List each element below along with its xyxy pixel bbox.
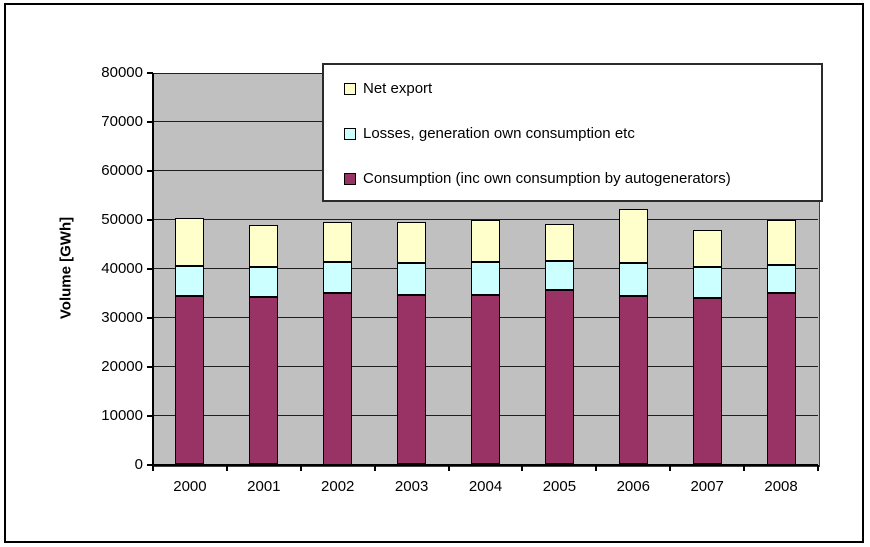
bar-segment-2006 <box>618 295 648 465</box>
bar-segment-2005 <box>544 289 574 465</box>
gridline <box>153 219 818 221</box>
x-axis-tick <box>521 464 524 471</box>
legend: Net export Losses, generation own consump… <box>322 63 823 202</box>
y-tick-label: 20000 <box>101 357 143 375</box>
x-tick-label: 2004 <box>468 477 503 495</box>
y-axis-tick <box>147 120 153 123</box>
y-axis-tick <box>147 218 153 221</box>
bar-segment-2002 <box>323 261 353 294</box>
y-tick-label: 0 <box>134 455 143 473</box>
x-axis-tick <box>152 464 154 471</box>
x-tick-label: 2008 <box>764 477 798 495</box>
legend-label: Losses, generation own consumption etc <box>363 125 635 142</box>
y-axis-tick <box>147 414 153 417</box>
x-tick-label: 2002 <box>321 477 355 495</box>
bar-segment-2000 <box>175 266 205 296</box>
y-tick-label: 10000 <box>101 406 143 424</box>
x-tick-label: 2000 <box>173 477 207 495</box>
outer-border <box>4 3 864 543</box>
legend-item: Consumption (inc own consumption by auto… <box>344 170 821 188</box>
bar-segment-2002 <box>323 293 353 465</box>
bar-segment-2005 <box>544 224 574 261</box>
x-tick-label: 2006 <box>616 477 650 495</box>
bar-segment-2007 <box>692 266 722 298</box>
x-axis-tick <box>743 464 746 471</box>
bar-segment-2003 <box>397 262 427 295</box>
y-axis-title: Volume [GWh] <box>57 216 75 320</box>
bar-segment-2006 <box>618 208 648 264</box>
x-tick-label: 2005 <box>542 477 577 495</box>
x-axis-tick <box>447 464 450 471</box>
bar-segment-2008 <box>766 265 796 294</box>
bar-segment-2003 <box>397 294 427 465</box>
bar-segment-2000 <box>175 218 205 267</box>
bar-segment-2002 <box>323 222 353 262</box>
x-axis-tick <box>299 464 302 471</box>
bar-segment-2007 <box>692 229 722 267</box>
y-tick-label: 80000 <box>101 64 143 81</box>
x-axis-tick <box>817 464 819 471</box>
x-axis-tick <box>373 464 376 471</box>
y-tick-label: 60000 <box>101 161 143 179</box>
x-tick-label: 2003 <box>394 477 429 495</box>
y-axis-tick <box>147 169 153 172</box>
legend-label: Consumption (inc own consumption by auto… <box>363 170 731 187</box>
y-axis-line <box>152 73 154 467</box>
bar-segment-2001 <box>249 224 279 267</box>
bar-segment-2001 <box>249 266 279 297</box>
y-tick-label: 30000 <box>101 308 143 326</box>
y-tick-label: 40000 <box>101 259 143 277</box>
bar-segment-2008 <box>766 220 796 266</box>
x-axis-tick <box>669 464 672 471</box>
bar-segment-2004 <box>471 220 500 263</box>
legend-swatch-icon <box>344 173 356 185</box>
legend-label: Net export <box>363 80 433 97</box>
legend-swatch-icon <box>344 128 356 140</box>
x-axis-tick <box>595 464 598 471</box>
y-axis-tick <box>147 316 153 319</box>
bar-segment-2004 <box>471 262 500 296</box>
bar-segment-2001 <box>249 296 279 465</box>
bar-segment-2003 <box>397 222 427 263</box>
y-axis-tick <box>147 267 153 270</box>
legend-item: Losses, generation own consumption etc <box>344 125 821 143</box>
x-axis-line <box>147 463 818 466</box>
y-axis-tick <box>147 72 153 74</box>
bar-segment-2000 <box>175 295 205 465</box>
bar-segment-2004 <box>471 295 500 465</box>
legend-swatch-icon <box>344 83 356 95</box>
bar-segment-2005 <box>544 260 574 290</box>
bar-segment-2008 <box>766 293 796 465</box>
x-tick-label: 2007 <box>690 477 724 495</box>
bar-segment-2006 <box>618 263 648 296</box>
legend-item: Net export <box>344 80 821 98</box>
x-tick-label: 2001 <box>247 477 281 495</box>
y-axis-tick <box>147 365 153 368</box>
y-tick-label: 70000 <box>101 112 143 130</box>
x-axis-tick <box>225 464 228 471</box>
y-tick-label: 50000 <box>101 210 143 228</box>
